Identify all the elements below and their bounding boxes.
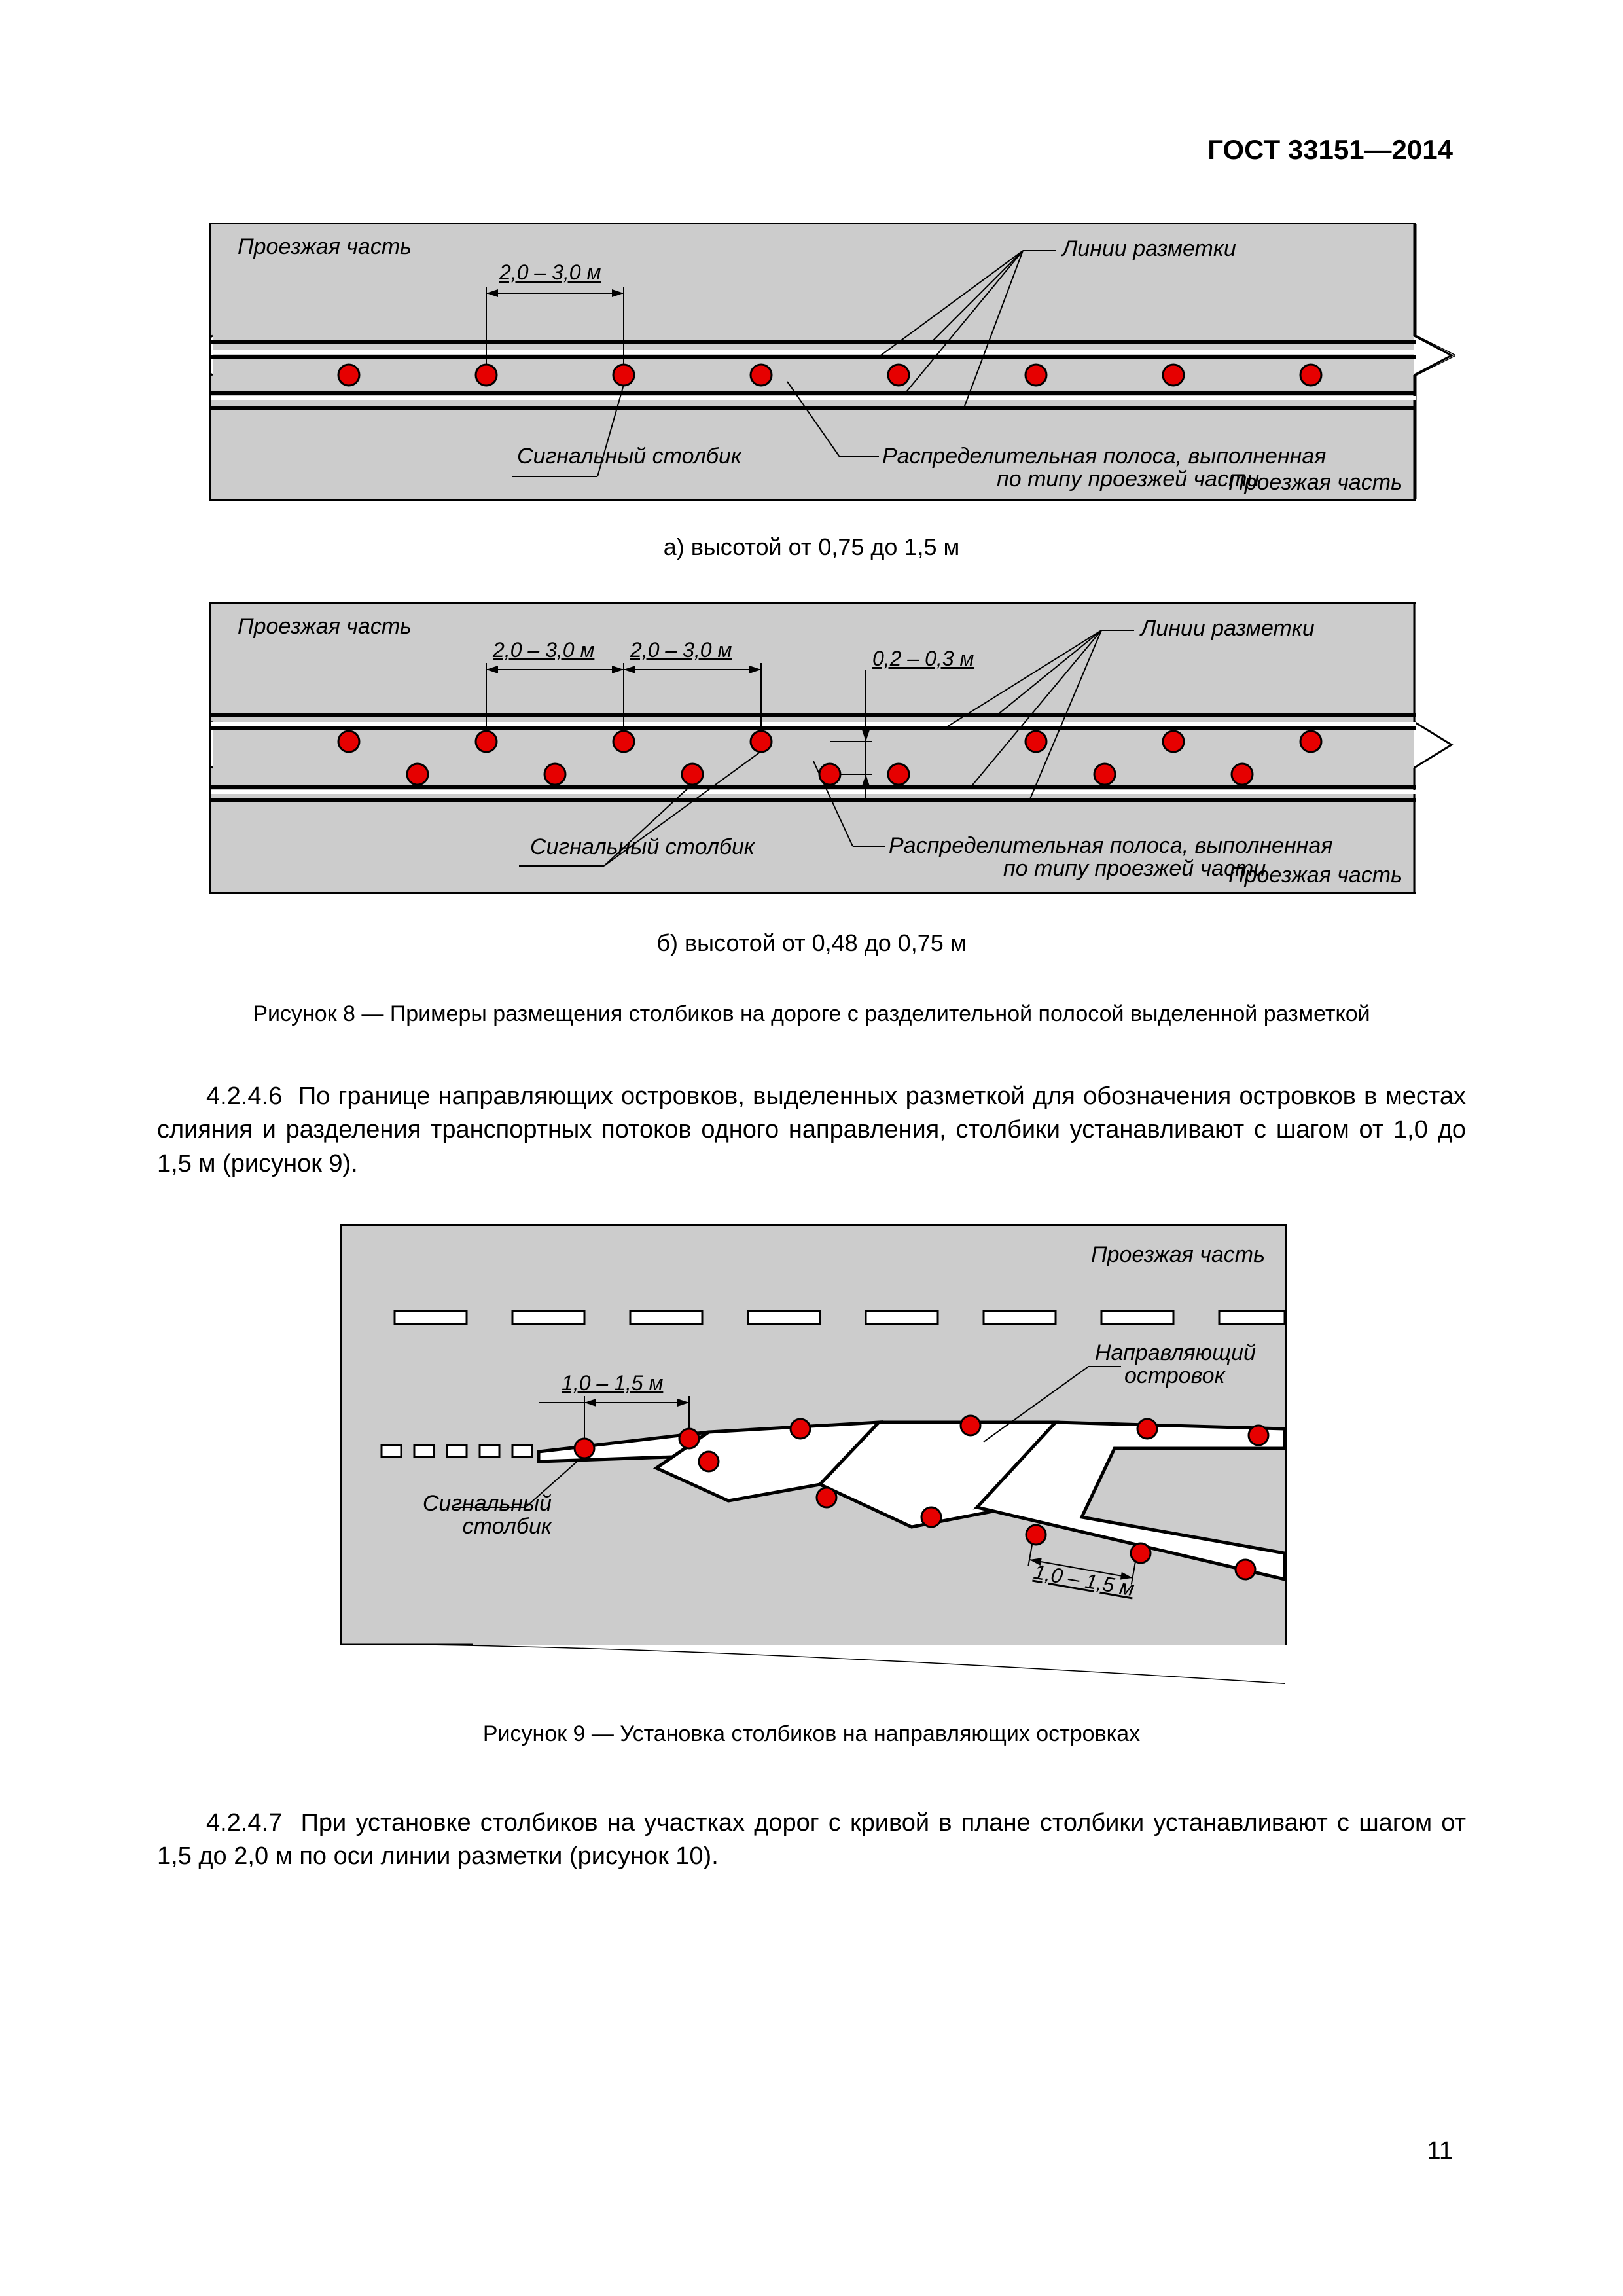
fig8a-label-strip2: по типу проезжей части bbox=[997, 467, 1259, 492]
para-4247-num: 4.2.4.7 bbox=[157, 1809, 282, 1837]
fig8b-label-signal: Сигнальный столбик bbox=[506, 834, 755, 860]
figure-8b-box: Проезжая часть 2,0 – 3,0 м 2,0 – 3,0 м 0… bbox=[209, 602, 1416, 894]
header-standard: ГОСТ 33151—2014 bbox=[1207, 134, 1453, 166]
fig8b-label-strip1: Распределительная полоса, выполненная bbox=[889, 833, 1332, 859]
posts-row-a bbox=[338, 365, 1321, 386]
figure-8a-box: Проезжая часть 2,0 – 3,0 м Линии разметк… bbox=[209, 223, 1416, 501]
fig9-dim-top: 1,0 – 1,5 м bbox=[562, 1371, 663, 1395]
fig8b-caption: б) высотой от 0,48 до 0,75 м bbox=[0, 929, 1623, 957]
fig8a-label-bottom: Проезжая часть bbox=[1228, 470, 1402, 495]
fig8b-label-lines: Линии разметки bbox=[1141, 616, 1315, 641]
para-4247: 4.2.4.7 При установке столбиков на участ… bbox=[157, 1806, 1466, 1874]
fig9-label-signal2: столбик bbox=[414, 1514, 552, 1539]
figure8-caption: Рисунок 8 — Примеры размещения столбиков… bbox=[0, 1001, 1623, 1027]
fig9-label-signal1: Сигнальный bbox=[414, 1491, 552, 1516]
fig8b-label-top: Проезжая часть bbox=[238, 614, 412, 639]
figure-9-box: Проезжая часть Направляющий островок 1,0… bbox=[340, 1224, 1287, 1645]
fig8b-dim1: 2,0 – 3,0 м bbox=[493, 638, 594, 662]
fig9-label-island1: Направляющий bbox=[1095, 1340, 1256, 1366]
para-4246-text: По границе направляющих островков, выдел… bbox=[157, 1083, 1466, 1177]
page-number: 11 bbox=[1427, 2137, 1453, 2165]
fig8b-label-bottom: Проезжая часть bbox=[1228, 863, 1402, 888]
fig8a-label-strip1: Распределительная полоса, выполненная bbox=[882, 444, 1326, 469]
fig8a-label-top: Проезжая часть bbox=[238, 234, 412, 260]
figure-9-svg bbox=[342, 1226, 1285, 1684]
para-4246: 4.2.4.6 По границе направляющих островко… bbox=[157, 1080, 1466, 1181]
para-4246-num: 4.2.4.6 bbox=[157, 1083, 282, 1110]
fig8b-dim3: 0,2 – 0,3 м bbox=[872, 647, 974, 671]
page: ГОСТ 33151—2014 bbox=[0, 0, 1623, 2296]
fig8b-dim2: 2,0 – 3,0 м bbox=[630, 638, 732, 662]
fig9-label-island2: островок bbox=[1124, 1363, 1225, 1389]
fig8a-label-signal: Сигнальный столбик bbox=[499, 444, 741, 469]
fig8a-caption: а) высотой от 0,75 до 1,5 м bbox=[0, 533, 1623, 561]
figure9-caption: Рисунок 9 — Установка столбиков на напра… bbox=[0, 1721, 1623, 1747]
fig8a-dim1: 2,0 – 3,0 м bbox=[499, 260, 601, 285]
fig8a-label-lines: Линии разметки bbox=[1062, 236, 1236, 262]
para-4247-text: При установке столбиков на участках доро… bbox=[157, 1809, 1466, 1870]
fig8b-label-strip2: по типу проезжей части bbox=[1003, 856, 1266, 882]
fig9-label-top: Проезжая часть bbox=[1091, 1242, 1265, 1268]
